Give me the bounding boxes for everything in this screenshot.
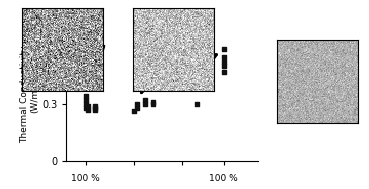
Point [221, 61, 227, 64]
Point [142, 99, 148, 102]
Point [92, 106, 98, 109]
Point [83, 95, 89, 98]
Point [221, 65, 227, 68]
Point [92, 104, 98, 107]
Text: 100 %: 100 % [71, 174, 100, 183]
Point [92, 108, 98, 111]
Point [221, 55, 227, 58]
Point [85, 108, 90, 111]
Point [142, 102, 148, 105]
Point [150, 101, 156, 104]
Text: 100 %: 100 % [209, 174, 238, 183]
Point [134, 106, 140, 109]
Point [221, 48, 227, 51]
Y-axis label: Thermal Conductivity
(W/m·K): Thermal Conductivity (W/m·K) [20, 46, 39, 143]
Point [134, 102, 140, 105]
Point [131, 109, 137, 112]
Point [83, 102, 89, 105]
Point [83, 99, 89, 102]
Point [85, 104, 90, 107]
Point [150, 102, 156, 105]
Point [194, 102, 200, 105]
Point [221, 70, 227, 73]
Point [83, 106, 89, 109]
